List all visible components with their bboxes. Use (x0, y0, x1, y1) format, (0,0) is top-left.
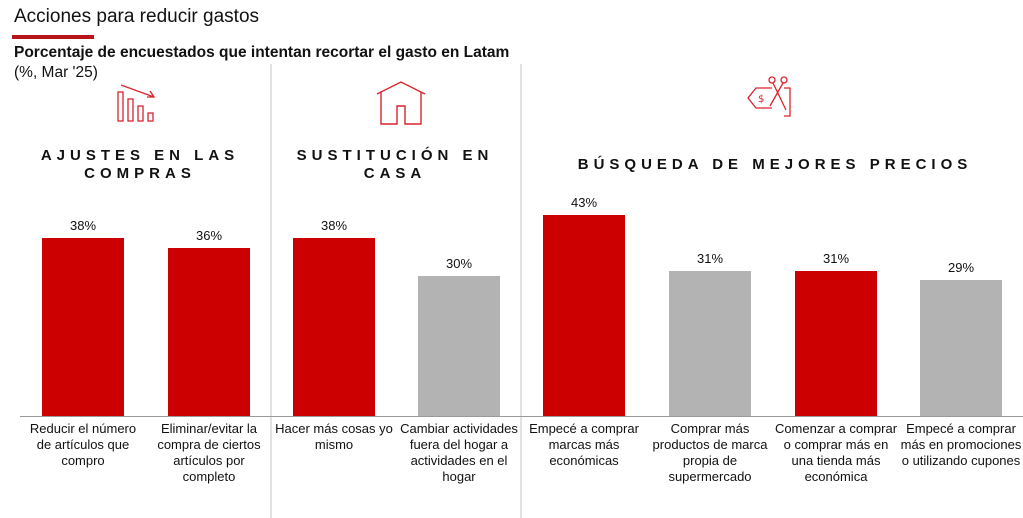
bar (543, 215, 625, 416)
bar (669, 271, 751, 416)
svg-text:$: $ (758, 94, 764, 105)
data-label: 29% (947, 260, 975, 276)
data-label: 36% (195, 227, 223, 243)
bar (293, 238, 375, 416)
category-label: Empecé a comprar más en promociones o ut… (900, 421, 1022, 468)
x-axis-line (20, 416, 1023, 417)
chart-unit: (%, Mar '25) (14, 64, 98, 81)
data-label: 30% (445, 255, 473, 271)
data-label: 31% (696, 251, 724, 267)
group-divider (270, 64, 272, 518)
bar (418, 275, 500, 416)
price-tag-scissors-icon: $ (747, 76, 791, 117)
data-label: 38% (320, 218, 348, 234)
category-label: Cambiar actividades fuera del hogar a ac… (400, 421, 518, 484)
category-label: Hacer más cosas yo mismo (275, 421, 393, 452)
group-title-ajustes: AJUSTES EN LAS COMPRAS (40, 147, 240, 182)
house-icon (376, 81, 426, 125)
category-label: Comenzar a comprar o comprar más en una … (774, 421, 898, 484)
group-title-busqueda: BÚSQUEDA DE MEJORES PRECIOS (577, 156, 973, 173)
page-title: Acciones para reducir gastos (14, 6, 260, 27)
bar (795, 271, 877, 416)
data-label: 38% (69, 218, 97, 234)
declining-bars-icon (117, 84, 156, 122)
chart-subtitle: Porcentaje de encuestados que intentan r… (14, 44, 510, 61)
category-label: Comprar más productos de marca propia de… (652, 421, 768, 484)
bar (168, 247, 250, 416)
category-label: Reducir el número de artículos que compr… (29, 421, 137, 468)
title-underline (12, 35, 94, 39)
bar (920, 280, 1002, 416)
data-label: 43% (570, 195, 598, 210)
group-title-sustitucion: SUSTITUCIÓN EN CASA (296, 147, 494, 182)
category-label: Eliminar/evitar la compra de ciertos art… (157, 421, 261, 484)
bar (42, 238, 124, 416)
category-label: Empecé a comprar marcas más económicas (529, 421, 639, 468)
group-divider (520, 64, 522, 518)
data-label: 31% (822, 251, 850, 267)
